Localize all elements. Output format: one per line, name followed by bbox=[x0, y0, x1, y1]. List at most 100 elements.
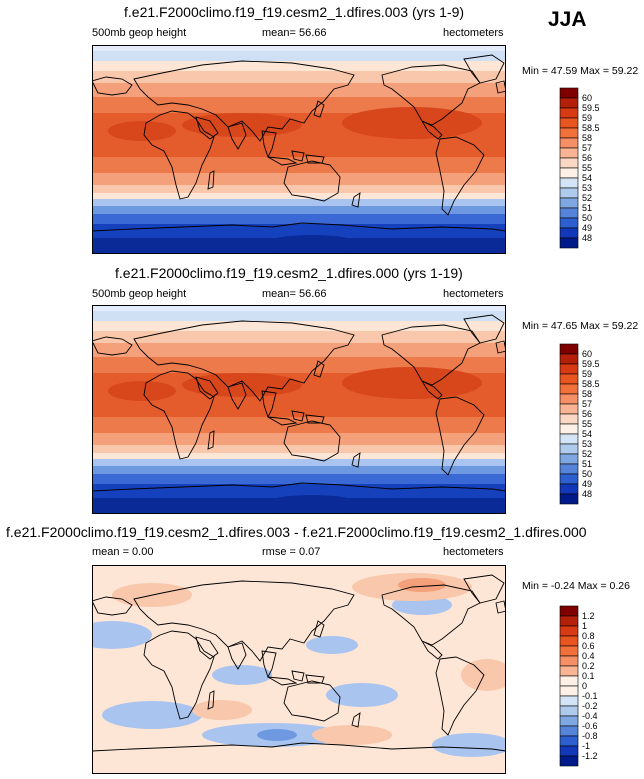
coastline bbox=[351, 452, 361, 468]
anomaly-region bbox=[257, 729, 297, 741]
colorbar-swatch bbox=[559, 227, 579, 239]
colorbar-tick-label: 48 bbox=[582, 489, 592, 499]
height-band bbox=[92, 199, 506, 206]
anomaly-region bbox=[326, 683, 398, 707]
colorbar-swatch bbox=[559, 383, 579, 395]
coastline bbox=[435, 396, 485, 476]
colorbar-tick-label: -0.8 bbox=[582, 731, 598, 741]
antarctica-coastline bbox=[92, 742, 506, 774]
colorbar-swatch bbox=[559, 363, 579, 375]
antarctica-coastline bbox=[92, 482, 506, 514]
coastline bbox=[291, 670, 305, 682]
colorbar-swatch bbox=[559, 695, 579, 707]
anomaly-region bbox=[398, 578, 446, 592]
colorbar-swatch bbox=[559, 453, 579, 465]
panel-3-units-label: hectometers bbox=[443, 546, 504, 558]
colorbar-tick-label: 58.5 bbox=[582, 123, 600, 133]
colorbar-tick-label: 57 bbox=[582, 143, 592, 153]
polar-low-region bbox=[262, 495, 362, 514]
colorbar-swatch bbox=[559, 157, 579, 169]
colorbar-swatch bbox=[559, 645, 579, 657]
coastline bbox=[291, 150, 305, 162]
map-frame bbox=[92, 565, 506, 774]
coastline bbox=[351, 712, 361, 728]
colorbar-swatch bbox=[559, 393, 579, 405]
colorbar-swatch bbox=[559, 675, 579, 687]
colorbar-swatch bbox=[559, 127, 579, 139]
colorbar-swatch bbox=[559, 403, 579, 415]
colorbar-tick-label: 1.2 bbox=[582, 611, 595, 621]
anomaly-region bbox=[306, 636, 358, 654]
arctic-band bbox=[92, 305, 506, 311]
colorbar-swatch bbox=[559, 197, 579, 209]
coastline bbox=[207, 690, 215, 710]
coastline bbox=[195, 376, 219, 400]
colorbar-swatch bbox=[559, 665, 579, 677]
height-band bbox=[92, 474, 506, 484]
colorbar-swatch bbox=[559, 177, 579, 189]
coastline bbox=[435, 656, 485, 736]
coastline bbox=[195, 636, 219, 660]
colorbar-tick-label: 0.2 bbox=[582, 661, 595, 671]
high-pressure-region bbox=[182, 113, 302, 137]
coastline bbox=[92, 596, 133, 616]
height-band bbox=[92, 214, 506, 224]
coastline bbox=[291, 410, 305, 422]
anomaly-region bbox=[92, 621, 152, 649]
panel-1-map bbox=[92, 45, 506, 254]
colorbar-tick-label: 58.5 bbox=[582, 379, 600, 389]
colorbar-swatch bbox=[559, 685, 579, 697]
panel-2-minmax: Min = 47.65 Max = 59.22 bbox=[522, 320, 639, 332]
colorbar-swatch bbox=[559, 373, 579, 385]
coastline bbox=[420, 379, 443, 400]
colorbar-tick-label: 58 bbox=[582, 389, 592, 399]
panel-1-mean-label: mean= 56.66 bbox=[262, 27, 327, 39]
colorbar-swatch bbox=[559, 117, 579, 129]
coastline bbox=[463, 574, 505, 604]
colorbar-swatch bbox=[559, 97, 579, 109]
colorbar-swatch bbox=[559, 755, 579, 767]
colorbar-tick-label: 1 bbox=[582, 621, 587, 631]
panel-3-title: f.e21.F2000climo.f19_f19.cesm2_1.dfires.… bbox=[6, 524, 587, 540]
colorbar-swatch bbox=[559, 605, 579, 617]
height-band bbox=[92, 71, 506, 83]
coastline bbox=[495, 600, 506, 614]
colorbar-swatch bbox=[559, 443, 579, 455]
colorbar-tick-label: 59 bbox=[582, 369, 592, 379]
panel-2-variable-label: 500mb geop height bbox=[92, 288, 187, 300]
height-band bbox=[92, 343, 506, 357]
arctic-band bbox=[92, 45, 506, 51]
anomaly-region bbox=[312, 725, 392, 745]
height-band bbox=[92, 484, 506, 498]
colorbar-tick-label: 52 bbox=[582, 449, 592, 459]
coastline bbox=[351, 192, 361, 208]
height-band bbox=[92, 433, 506, 445]
colorbar-swatch bbox=[559, 187, 579, 199]
coastline bbox=[381, 64, 481, 126]
colorbar-tick-label: 60 bbox=[582, 349, 592, 359]
colorbar-tick-label: -0.6 bbox=[582, 721, 598, 731]
panel-3-rmse-label: rmse = 0.07 bbox=[262, 546, 321, 558]
colorbar-tick-label: -0.4 bbox=[582, 711, 598, 721]
coastline bbox=[381, 584, 481, 646]
coastline bbox=[463, 314, 505, 344]
coastline bbox=[435, 136, 485, 216]
colorbar-tick-label: 51 bbox=[582, 459, 592, 469]
panel-3-colorbar: 1.210.80.60.40.20.10-0.1-0.2-0.4-0.6-0.8… bbox=[559, 605, 598, 767]
colorbar-tick-label: 55 bbox=[582, 419, 592, 429]
colorbar-swatch bbox=[559, 237, 579, 249]
colorbar-swatch bbox=[559, 735, 579, 747]
colorbar-tick-label: -0.2 bbox=[582, 701, 598, 711]
coastline bbox=[313, 620, 325, 638]
colorbar-swatch bbox=[559, 483, 579, 495]
panel-3-map bbox=[92, 565, 506, 774]
colorbar-tick-label: -1 bbox=[582, 741, 590, 751]
colorbar-tick-label: 53 bbox=[582, 439, 592, 449]
colorbar-tick-label: 0.6 bbox=[582, 641, 595, 651]
colorbar-swatch bbox=[559, 167, 579, 179]
colorbar-tick-label: 54 bbox=[582, 173, 592, 183]
coastline bbox=[133, 60, 355, 142]
colorbar-tick-label: 50 bbox=[582, 213, 592, 223]
height-band bbox=[92, 417, 506, 433]
height-band bbox=[92, 224, 506, 238]
